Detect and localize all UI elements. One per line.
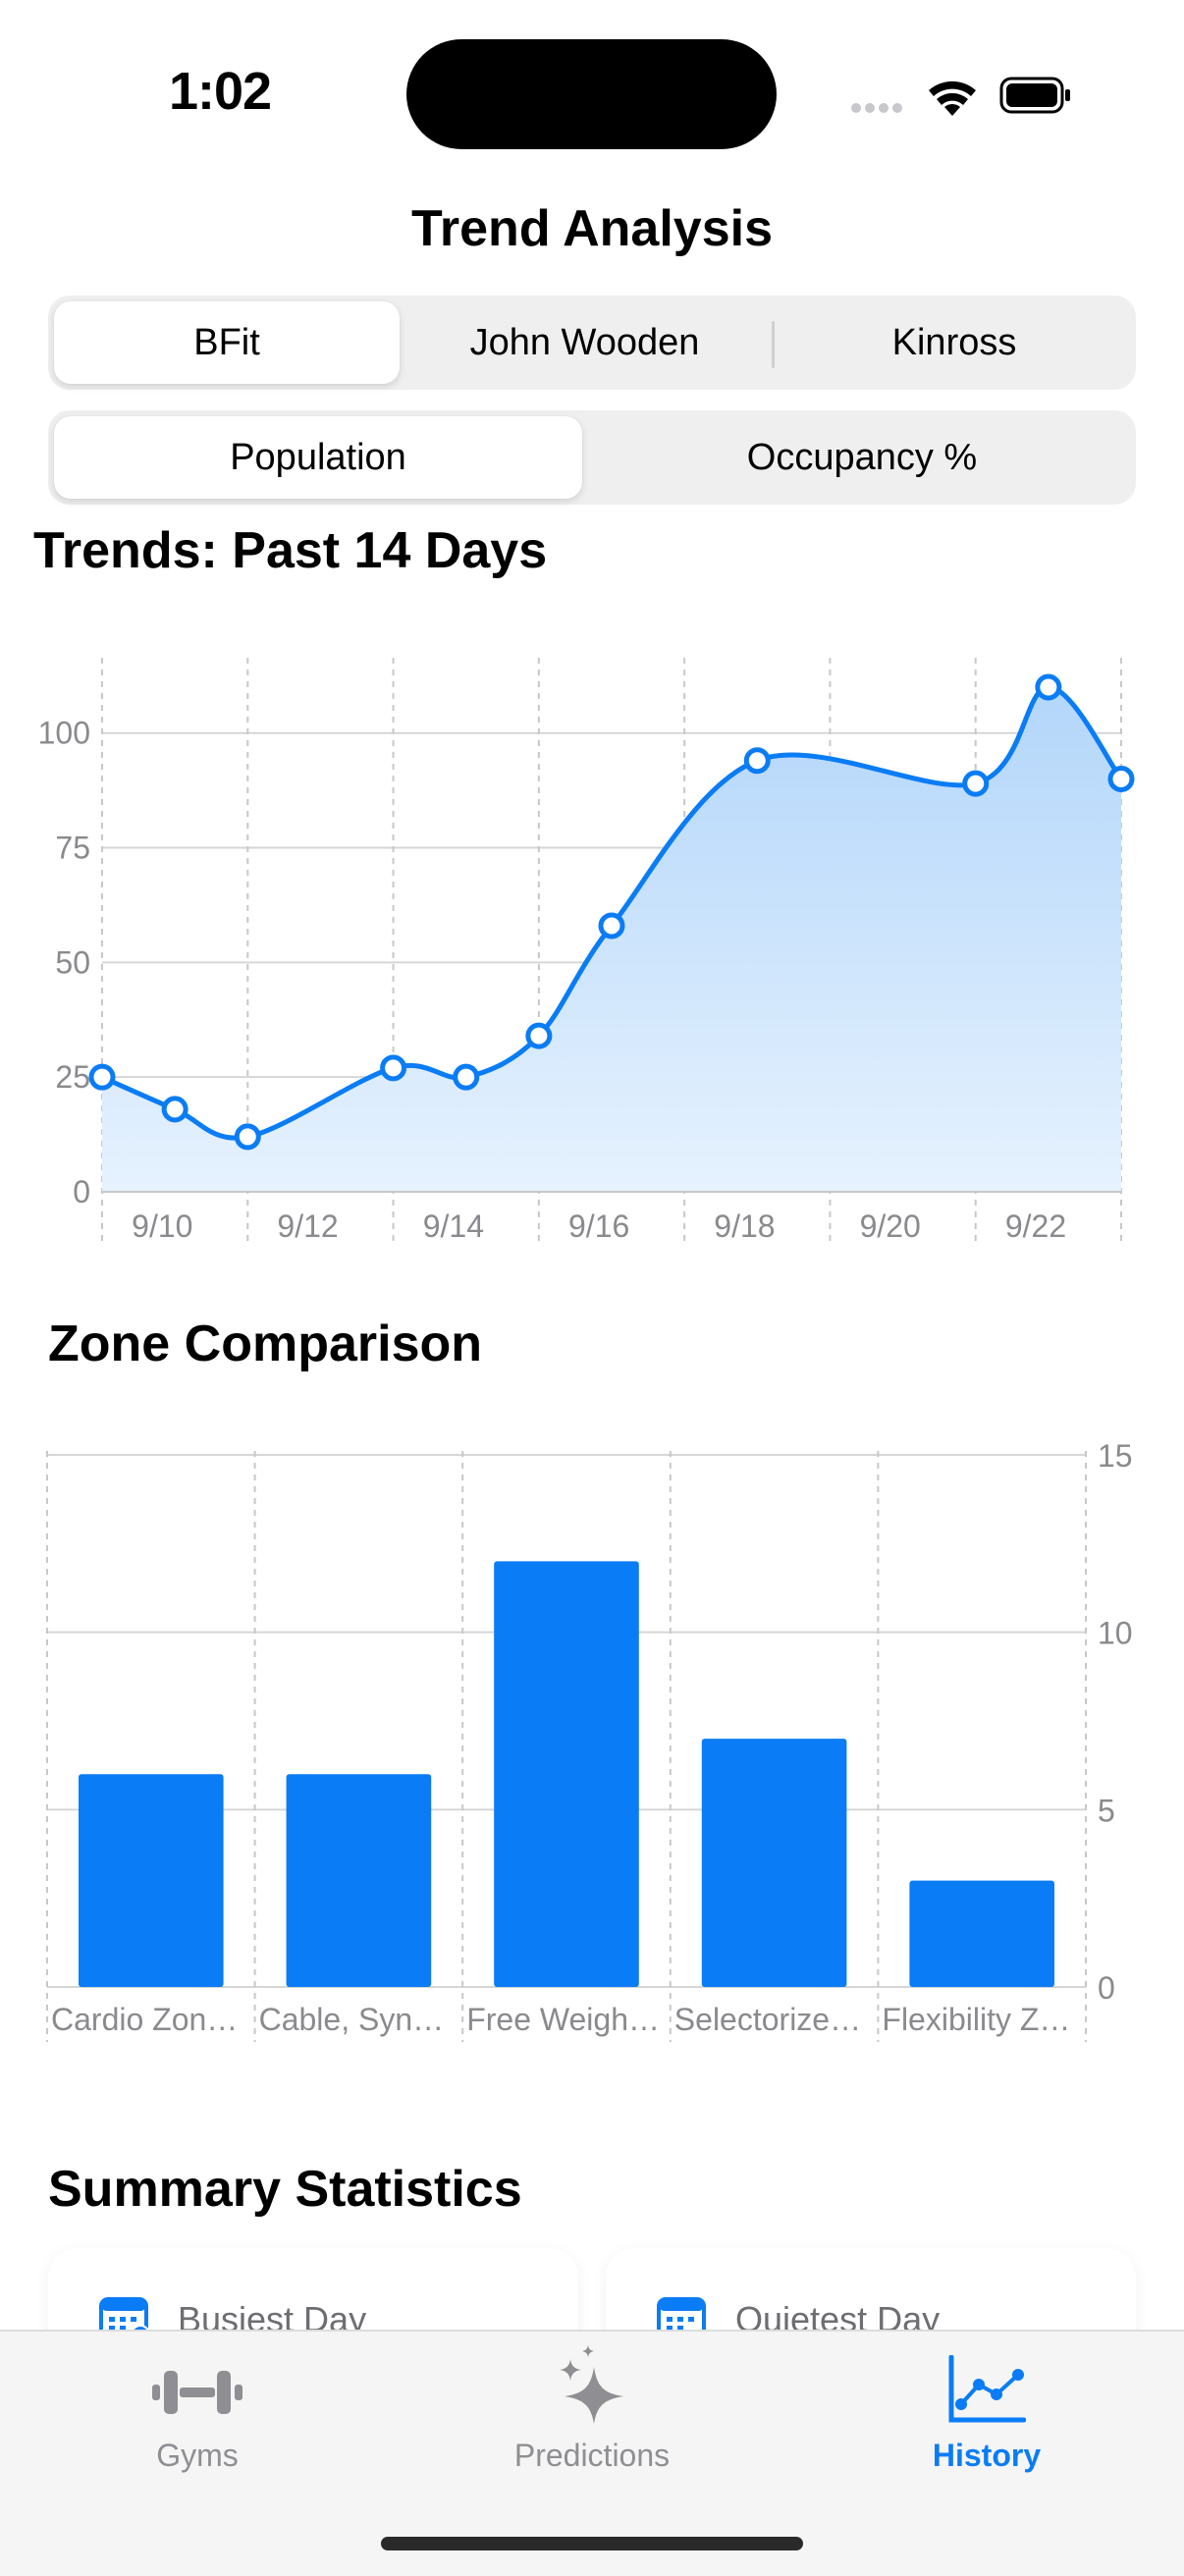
segment-john-wooden[interactable]: John Wooden <box>410 301 759 384</box>
y-tick-label: 0 <box>73 1174 90 1209</box>
trend-point <box>453 1063 480 1091</box>
trends-title: Trends: Past 14 Days <box>33 522 548 579</box>
trend-point <box>743 747 771 775</box>
x-tick-label: Selectorize… <box>674 2002 861 2037</box>
segment-label: Population <box>230 436 406 478</box>
summary-title: Summary Statistics <box>48 2161 522 2218</box>
zone-bar <box>701 1739 847 1987</box>
y-tick-label: 25 <box>55 1059 90 1095</box>
tab-predictions[interactable]: Predictions <box>395 2332 789 2528</box>
x-tick-label: Cable, Syn… <box>259 2002 445 2037</box>
x-tick-label: 9/14 <box>423 1208 484 1244</box>
segment-bfit[interactable]: BFit <box>54 301 400 384</box>
tab-bar: Gyms Predictions History <box>0 2330 1184 2576</box>
trend-point <box>962 770 990 797</box>
segment-label: BFit <box>193 321 260 363</box>
zone-chart: 0 5 10 15 Cardio Zon… Cable, Syn… Free Weigh… S… <box>46 1438 1133 2042</box>
trend-point <box>161 1096 188 1123</box>
signal-icon <box>851 103 902 113</box>
zone-bar <box>79 1774 224 1987</box>
segment-kinross[interactable]: Kinross <box>779 301 1130 384</box>
metric-segmented-control: Population Occupancy % <box>48 410 1136 505</box>
y-tick-label: 75 <box>55 831 90 866</box>
x-tick-label: 9/10 <box>132 1208 192 1244</box>
trend-point <box>598 912 625 939</box>
x-tick-label: Flexibility Z… <box>882 2002 1070 2037</box>
x-tick-label: Cardio Zon… <box>51 2002 238 2037</box>
segment-label: John Wooden <box>469 321 700 363</box>
home-indicator <box>381 2537 803 2550</box>
gym-segmented-control: BFit John Wooden Kinross <box>48 295 1136 390</box>
trend-point <box>1107 765 1135 792</box>
segment-label: Occupancy % <box>746 436 978 478</box>
x-tick-label: 9/18 <box>714 1208 775 1244</box>
tab-label: Gyms <box>156 2438 239 2473</box>
x-tick-label: 9/22 <box>1005 1208 1066 1244</box>
dynamic-island <box>406 39 777 149</box>
y-tick-label: 15 <box>1098 1438 1133 1474</box>
battery-icon <box>999 77 1070 114</box>
wifi-icon <box>929 80 976 116</box>
zone-bar <box>286 1774 432 1987</box>
y-tick-label: 10 <box>1098 1616 1133 1651</box>
trend-area <box>102 686 1121 1192</box>
status-time: 1:02 <box>169 62 272 121</box>
tab-gyms[interactable]: Gyms <box>0 2332 395 2528</box>
y-tick-label: 50 <box>55 944 90 980</box>
status-icons <box>846 71 1082 120</box>
trend-point <box>1035 673 1062 701</box>
trend-point <box>234 1123 261 1151</box>
page-title: Trend Analysis <box>411 200 773 257</box>
zone-bar <box>909 1880 1054 1987</box>
y-tick-label: 0 <box>1098 1970 1115 2006</box>
line-chart-icon <box>947 2354 1027 2424</box>
x-tick-label: Free Weigh… <box>466 2002 660 2037</box>
tab-history[interactable]: History <box>789 2332 1184 2528</box>
trend-point <box>525 1022 553 1049</box>
trend-point <box>380 1054 407 1082</box>
y-tick-label: 5 <box>1098 1793 1115 1828</box>
segment-population[interactable]: Population <box>54 416 582 499</box>
x-tick-label: 9/20 <box>860 1208 921 1244</box>
tab-label: History <box>932 2438 1042 2473</box>
segment-label: Kinross <box>891 321 1017 363</box>
segment-occupancy[interactable]: Occupancy % <box>594 416 1130 499</box>
trend-chart: 0 25 50 75 100 9/10 9/12 9/14 9/16 9/18 9/20 9/22 <box>38 658 1135 1247</box>
dumbbell-icon <box>150 2361 244 2424</box>
x-tick-label: 9/12 <box>277 1208 338 1244</box>
y-tick-label: 100 <box>38 716 90 751</box>
trend-point <box>88 1063 116 1091</box>
zone-bar <box>494 1561 639 1987</box>
tab-label: Predictions <box>513 2438 671 2473</box>
x-tick-label: 9/16 <box>568 1208 629 1244</box>
sparkles-icon <box>555 2345 629 2424</box>
segment-divider <box>772 321 775 368</box>
zones-title: Zone Comparison <box>48 1315 483 1372</box>
